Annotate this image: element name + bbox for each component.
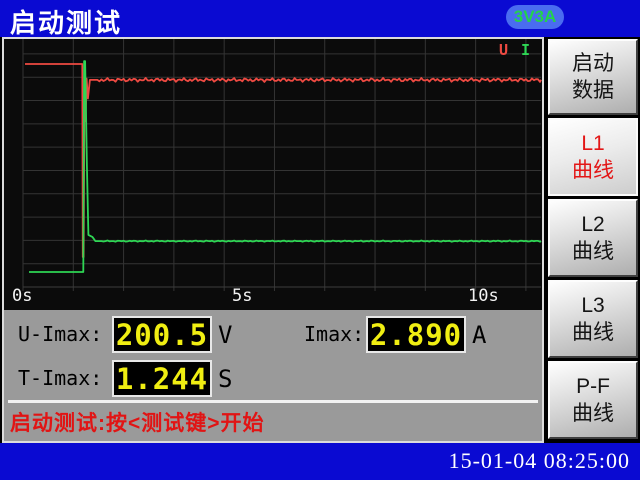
imax-label: Imax: — [304, 322, 365, 346]
t-imax-unit: S — [218, 365, 233, 393]
button-label: P-F — [576, 375, 610, 398]
t-imax-label: T-Imax: — [18, 366, 103, 390]
button-label: 曲线 — [572, 159, 614, 182]
button-label: 启动 — [572, 52, 614, 75]
u-imax-label: U-Imax: — [18, 322, 103, 346]
t-imax-readout: 1.244 — [112, 360, 212, 397]
waveform-graph: U I 0s 5s 10s — [4, 39, 542, 310]
page-title: 启动测试 — [10, 8, 123, 38]
legend-u: U — [499, 41, 509, 59]
sidebar-button-start-data[interactable]: 启动 数据 — [548, 39, 638, 115]
u-imax-readout: 200.5 — [112, 316, 212, 353]
footer-bar: 15-01-04 08:25:00 — [0, 443, 640, 480]
imax-unit: A — [472, 321, 487, 349]
button-label: L3 — [581, 294, 605, 317]
button-label: L2 — [581, 213, 605, 236]
title-bar: 启动测试 3V3A — [0, 0, 640, 38]
status-message: 启动测试:按<测试键>开始 — [10, 412, 265, 435]
clock: 15-01-04 08:25:00 — [448, 448, 630, 473]
sidebar-button-pf-curve[interactable]: P-F 曲线 — [548, 361, 638, 439]
sidebar-button-l1-curve[interactable]: L1 曲线 — [548, 118, 638, 196]
button-label: 曲线 — [572, 240, 614, 263]
x-tick-5s: 5s — [232, 286, 253, 306]
sidebar-button-l3-curve[interactable]: L3 曲线 — [548, 280, 638, 358]
button-label: 曲线 — [572, 402, 614, 425]
x-tick-10s: 10s — [468, 286, 499, 306]
imax-readout: 2.890 — [366, 316, 466, 353]
button-label: 数据 — [572, 79, 614, 102]
waveform-svg — [22, 39, 542, 291]
range-badge: 3V3A — [506, 5, 564, 29]
button-label: 曲线 — [572, 321, 614, 344]
status-divider — [8, 400, 538, 403]
legend-i: I — [521, 41, 531, 59]
u-imax-unit: V — [218, 321, 233, 349]
button-label: L1 — [581, 132, 605, 155]
x-tick-0s: 0s — [12, 286, 33, 306]
sidebar-button-l2-curve[interactable]: L2 曲线 — [548, 199, 638, 277]
